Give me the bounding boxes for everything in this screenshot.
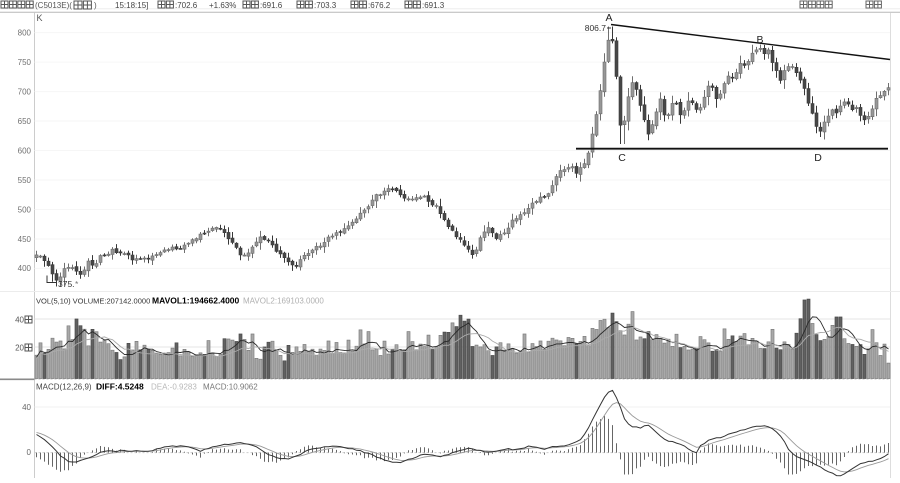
svg-text:700: 700	[18, 87, 32, 96]
svg-text:MACD(12,26,9): MACD(12,26,9)	[36, 383, 92, 392]
svg-text:550: 550	[18, 176, 32, 185]
svg-text:40: 40	[22, 403, 31, 412]
svg-text::691.3: :691.3	[422, 1, 445, 10]
svg-text:VOL(5,10) VOLUME:207142.0000: VOL(5,10) VOLUME:207142.0000	[36, 297, 150, 306]
svg-text:MAVOL1:194662.4000: MAVOL1:194662.4000	[152, 296, 240, 306]
svg-text:40: 40	[15, 316, 24, 325]
svg-text:DIFF:4.5248: DIFF:4.5248	[96, 382, 144, 392]
svg-text:DEA:-0.9283: DEA:-0.9283	[151, 383, 197, 392]
svg-text:C: C	[618, 152, 626, 164]
svg-text::703.3: :703.3	[314, 1, 337, 10]
svg-text:750: 750	[18, 58, 32, 67]
svg-text:20: 20	[15, 344, 24, 353]
svg-text:806.7: 806.7	[585, 23, 607, 33]
svg-text:A: A	[605, 12, 612, 24]
svg-text:15:18:15]: 15:18:15]	[115, 1, 148, 10]
svg-text::702.6: :702.6	[175, 1, 198, 10]
svg-text:500: 500	[18, 205, 32, 214]
svg-text:+1.63%: +1.63%	[209, 1, 236, 10]
svg-text:(C5013E)(: (C5013E)(	[35, 1, 72, 10]
svg-text:600: 600	[18, 146, 32, 155]
svg-text:MAVOL2:169103.0000: MAVOL2:169103.0000	[243, 297, 324, 306]
svg-text:650: 650	[18, 117, 32, 126]
svg-text:375.: 375.	[58, 279, 75, 289]
svg-text:800: 800	[18, 28, 32, 37]
svg-text:MACD:10.9062: MACD:10.9062	[203, 383, 258, 392]
svg-text::691.6: :691.6	[260, 1, 283, 10]
svg-text:D: D	[814, 152, 822, 164]
svg-text::676.2: :676.2	[368, 1, 391, 10]
svg-text:400: 400	[18, 264, 32, 273]
svg-text:*: *	[75, 279, 79, 289]
svg-text:450: 450	[18, 235, 32, 244]
svg-text:0: 0	[27, 448, 32, 457]
svg-text:): )	[94, 1, 97, 10]
svg-text:B: B	[756, 34, 763, 46]
svg-text:K: K	[37, 13, 43, 23]
